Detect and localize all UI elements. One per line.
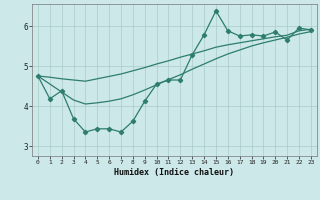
X-axis label: Humidex (Indice chaleur): Humidex (Indice chaleur) (115, 168, 234, 177)
